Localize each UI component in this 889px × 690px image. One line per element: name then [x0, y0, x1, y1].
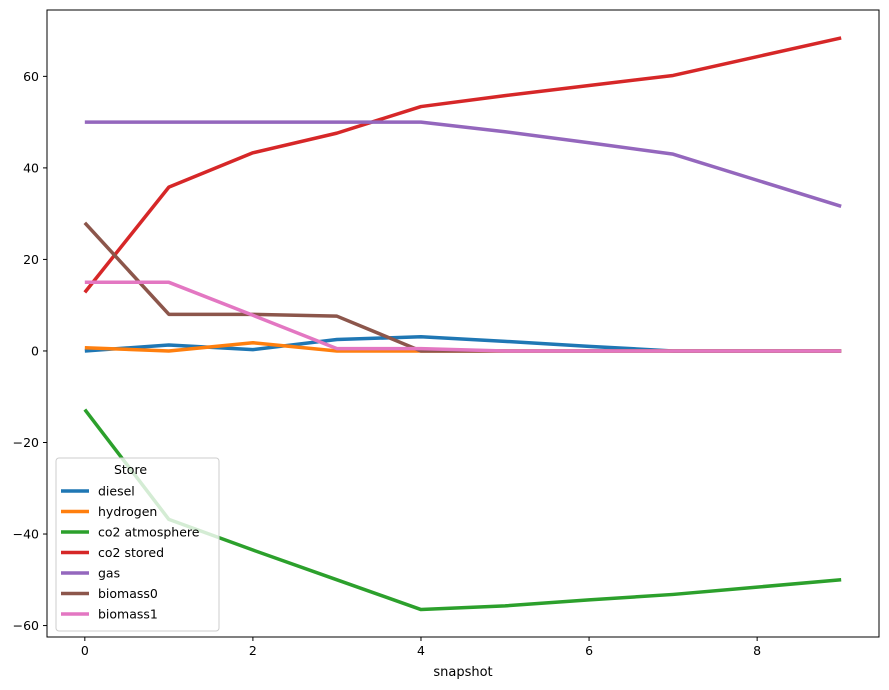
y-tick-label: 40 [23, 160, 39, 175]
series-line-co2-stored [83, 36, 842, 294]
series-line-gas [84, 120, 842, 209]
legend-label: co2 atmosphere [98, 525, 200, 540]
y-tick-label: 60 [23, 69, 39, 84]
legend-label: biomass0 [98, 586, 158, 601]
axes-frame [46, 9, 880, 638]
x-tick-label: 4 [417, 643, 425, 658]
x-tick-label: 6 [585, 643, 593, 658]
y-tick-label: 20 [23, 252, 39, 267]
legend-label: hydrogen [98, 504, 157, 519]
y-tick-label: −20 [13, 435, 39, 450]
legend-title: Store [114, 462, 147, 477]
legend-label: gas [98, 566, 120, 581]
legend: Store diesel hydrogen co2 atmosphere co2 st… [55, 457, 220, 632]
legend-label: co2 stored [98, 545, 164, 560]
series-line-biomass0 [83, 221, 842, 353]
x-axis-label: snapshot [433, 665, 492, 680]
x-tick-label: 0 [81, 643, 89, 658]
y-tick-label: −40 [13, 527, 39, 542]
x-tick-label: 2 [249, 643, 257, 658]
legend-label: biomass1 [98, 607, 158, 622]
y-tick-label: −60 [13, 618, 39, 633]
x-axis: 0 2 4 6 8 [81, 637, 761, 658]
series-line-biomass1 [84, 280, 842, 353]
legend-label: diesel [98, 484, 135, 499]
y-tick-label: 0 [31, 343, 39, 358]
x-tick-label: 8 [753, 643, 761, 658]
y-axis: −60 −40 −20 0 20 40 60 [13, 69, 47, 633]
legend-box [55, 457, 220, 632]
